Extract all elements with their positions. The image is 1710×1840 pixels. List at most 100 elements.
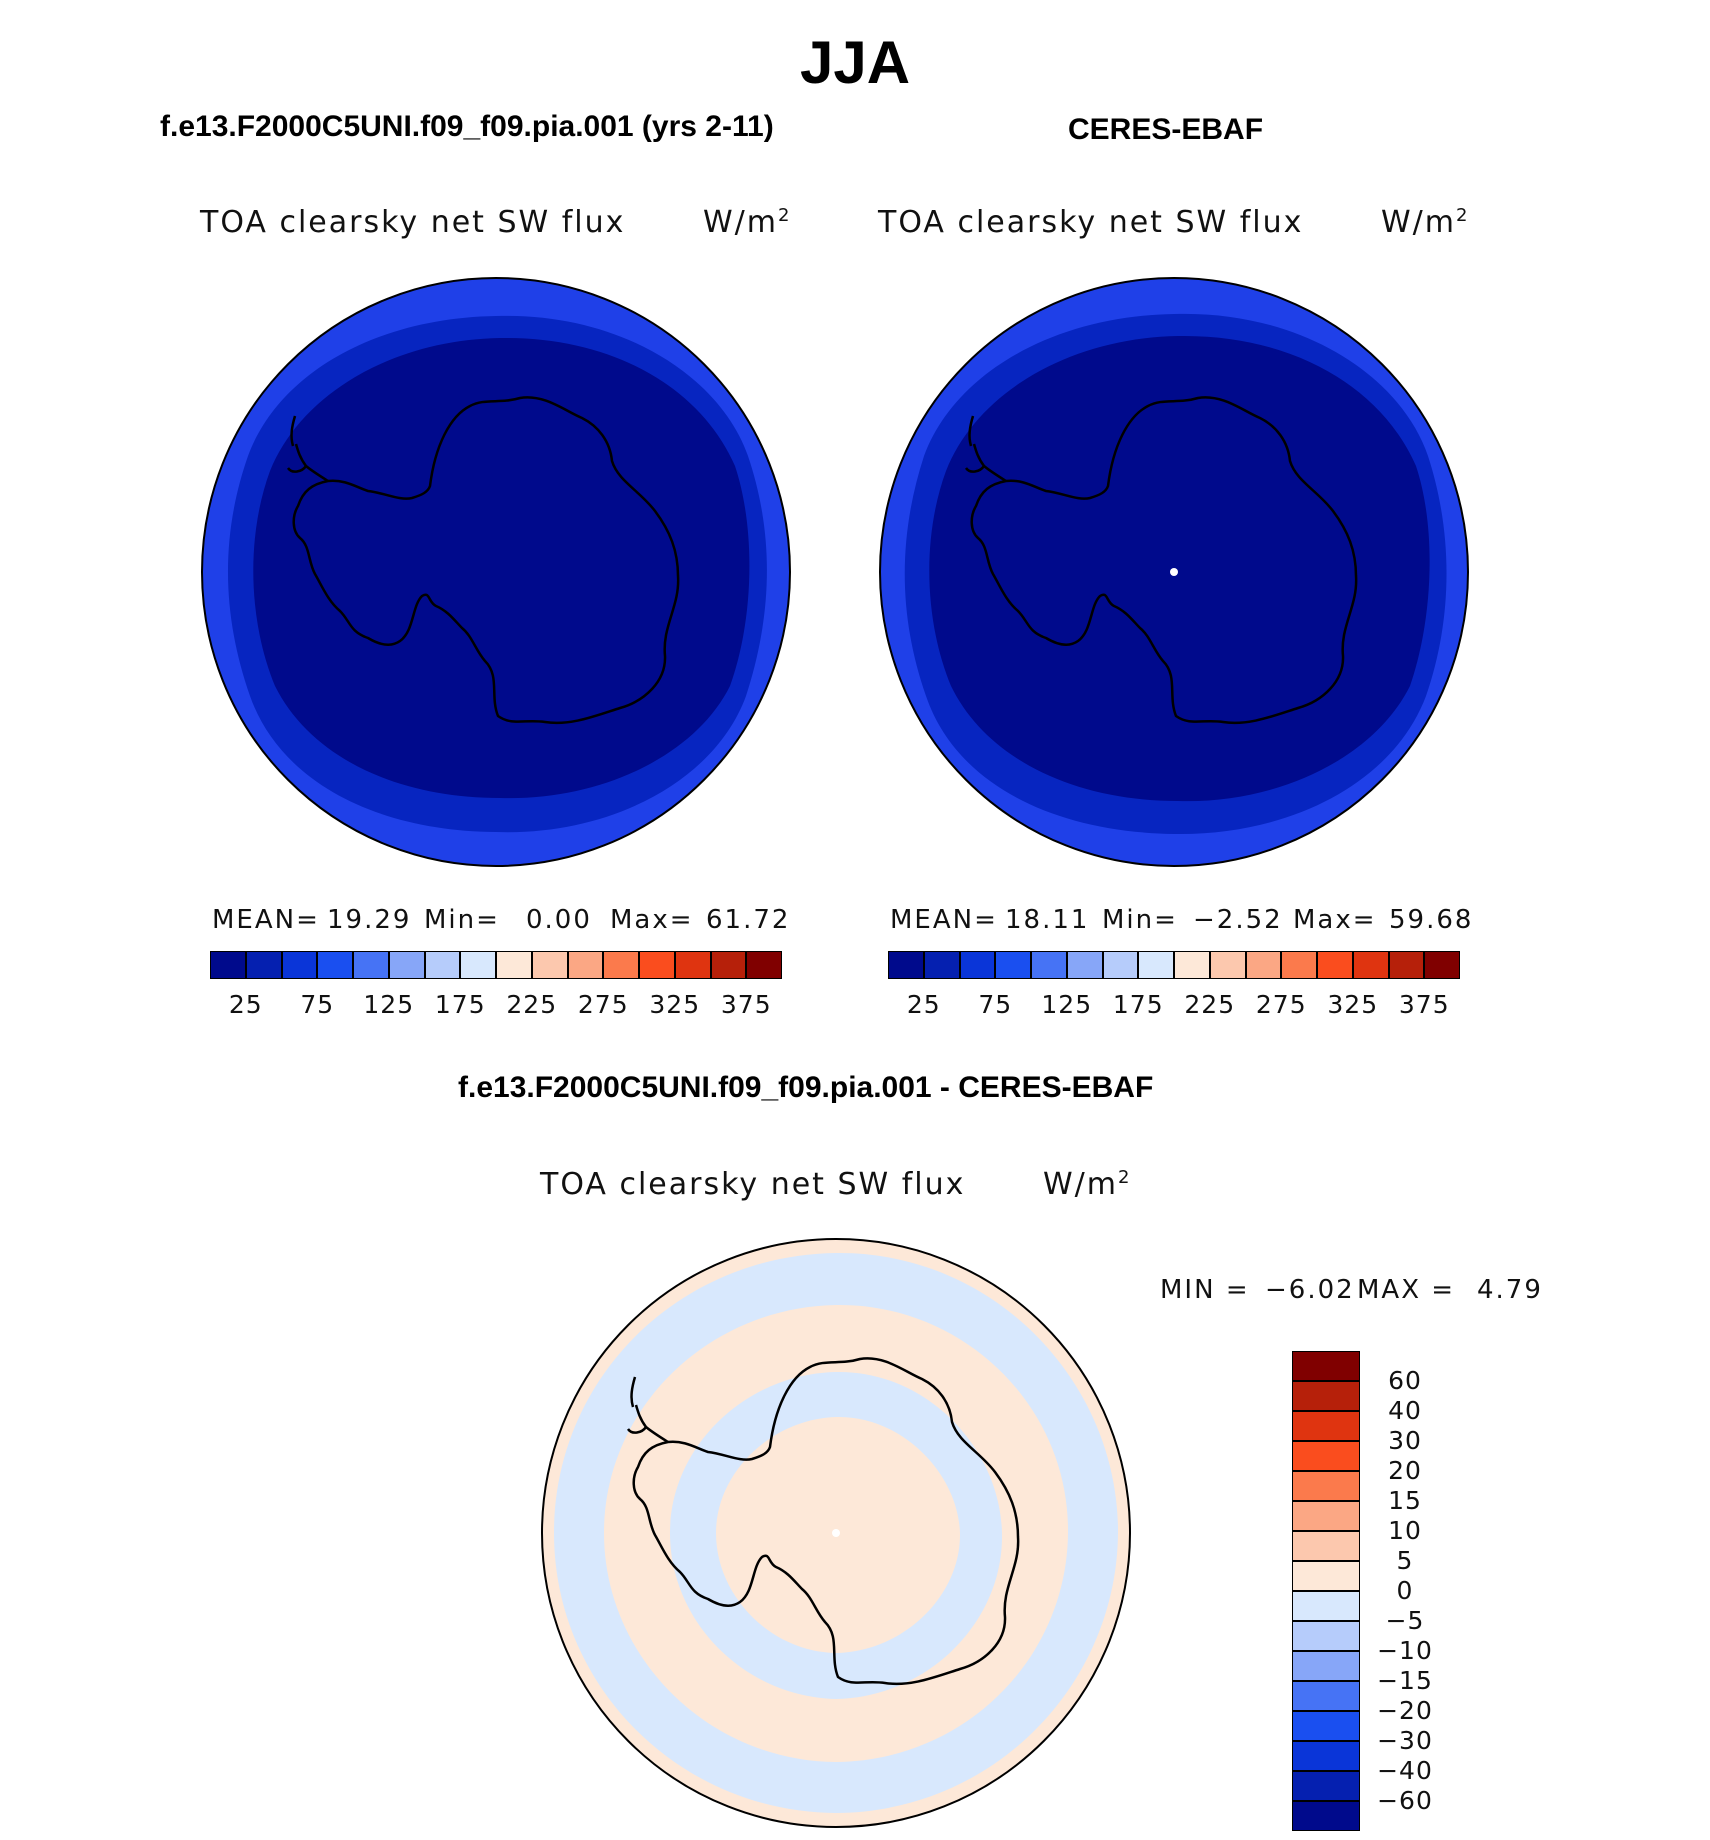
model-colorbar-labels: 25 75 125 175 225 275 325 375: [210, 990, 782, 1022]
colorbar-box: [1209, 951, 1246, 979]
colorbar-box: [1292, 1591, 1360, 1621]
colorbar-tick-label: −60: [1377, 1786, 1433, 1815]
obs-max-value: 59.68: [1389, 905, 1474, 935]
model-mean-label: MEAN=: [212, 905, 320, 935]
colorbar-box: [1292, 1621, 1360, 1651]
colorbar-box: [281, 951, 318, 979]
colorbar-box: [1138, 951, 1174, 979]
colorbar-tick-label: 225: [506, 990, 558, 1019]
colorbar-box: [888, 951, 924, 979]
colorbar-box: [1424, 951, 1460, 979]
colorbar-box: [1292, 1771, 1360, 1801]
colorbar-box: [674, 951, 711, 979]
difference-max-label: MAX =: [1357, 1275, 1456, 1305]
difference-colorbar: [1292, 1351, 1360, 1831]
model-colorbar: [210, 951, 782, 979]
obs-polar-map: [879, 277, 1469, 867]
colorbar-tick-label: 15: [1388, 1486, 1422, 1515]
colorbar-tick-label: 225: [1184, 990, 1236, 1019]
colorbar-tick-label: 60: [1388, 1366, 1422, 1395]
obs-mean-value: 18.11: [1005, 905, 1090, 935]
colorbar-box: [1292, 1681, 1360, 1711]
colorbar-tick-label: 0: [1396, 1576, 1414, 1605]
colorbar-box: [1292, 1381, 1360, 1411]
colorbar-box: [1292, 1801, 1360, 1831]
obs-colorbar: [888, 951, 1460, 979]
model-min-label: Min=: [424, 905, 500, 935]
colorbar-box: [424, 951, 461, 979]
model-polar-map: [201, 277, 791, 867]
obs-peninsula: [964, 415, 1007, 483]
figure-title: JJA: [799, 29, 911, 96]
colorbar-box: [245, 951, 282, 979]
model-inner-region: [253, 337, 750, 799]
colorbar-tick-label: −5: [1385, 1606, 1425, 1635]
colorbar-box: [1174, 951, 1210, 979]
difference-max-value: 4.79: [1477, 1275, 1543, 1305]
colorbar-tick-label: 375: [1398, 990, 1450, 1019]
obs-inner-region: [929, 335, 1430, 802]
model-variable-title: TOA clearsky net SW flux: [200, 205, 626, 240]
colorbar-box: [1292, 1561, 1360, 1591]
difference-colorbar-labels: 60 40 30 20 15 10 5 0 −5 −10 −15 −20 −30 −40 −60: [1370, 1351, 1490, 1831]
colorbar-box: [639, 951, 675, 979]
obs-antarctica-coastline: [970, 396, 1358, 725]
colorbar-box: [746, 951, 782, 979]
colorbar-box: [1317, 951, 1353, 979]
colorbar-box: [1292, 1441, 1360, 1471]
colorbar-box: [1292, 1501, 1360, 1531]
obs-case-title: CERES-EBAF: [1068, 113, 1264, 146]
colorbar-tick-label: 75: [300, 990, 335, 1019]
difference-polar-map: [541, 1238, 1131, 1828]
colorbar-box: [1292, 1741, 1360, 1771]
colorbar-box: [210, 951, 246, 979]
colorbar-box: [1031, 951, 1067, 979]
colorbar-box: [710, 951, 747, 979]
colorbar-tick-label: 10: [1388, 1516, 1422, 1545]
colorbar-box: [531, 951, 568, 979]
obs-max-label: Max=: [1293, 905, 1377, 935]
colorbar-tick-label: 375: [720, 990, 772, 1019]
colorbar-box: [1245, 951, 1282, 979]
colorbar-box: [353, 951, 389, 979]
colorbar-box: [995, 951, 1031, 979]
colorbar-tick-label: −10: [1377, 1636, 1433, 1665]
model-max-value: 61.72: [706, 905, 791, 935]
colorbar-tick-label: 40: [1388, 1396, 1422, 1425]
colorbar-box: [603, 951, 639, 979]
difference-min-label: MIN =: [1160, 1275, 1250, 1305]
obs-mean-label: MEAN=: [890, 905, 998, 935]
colorbar-box: [317, 951, 353, 979]
colorbar-box: [567, 951, 604, 979]
model-units: W/m2: [703, 205, 792, 240]
colorbar-box: [496, 951, 532, 979]
colorbar-tick-label: −15: [1377, 1666, 1433, 1695]
difference-pole-marker: [832, 1529, 840, 1537]
colorbar-box: [1292, 1711, 1360, 1741]
obs-colorbar-labels: 25 75 125 175 225 275 325 375: [888, 990, 1460, 1022]
difference-title: f.e13.F2000C5UNI.f09_f09.pia.001 - CERES…: [458, 1071, 1154, 1104]
colorbar-tick-label: 125: [1041, 990, 1093, 1019]
colorbar-tick-label: 125: [363, 990, 415, 1019]
colorbar-tick-label: 175: [434, 990, 486, 1019]
colorbar-box: [1292, 1531, 1360, 1561]
colorbar-tick-label: 275: [1255, 990, 1307, 1019]
model-mean-value: 19.29: [327, 905, 412, 935]
colorbar-box: [1352, 951, 1389, 979]
colorbar-box: [1102, 951, 1139, 979]
colorbar-box: [388, 951, 425, 979]
colorbar-tick-label: 325: [649, 990, 701, 1019]
colorbar-tick-label: 20: [1388, 1456, 1422, 1485]
colorbar-tick-label: −20: [1377, 1696, 1433, 1725]
colorbar-box: [1292, 1411, 1360, 1441]
colorbar-tick-label: 325: [1327, 990, 1379, 1019]
model-max-label: Max=: [610, 905, 694, 935]
obs-units: W/m2: [1381, 205, 1470, 240]
colorbar-tick-label: 275: [577, 990, 629, 1019]
colorbar-box: [1281, 951, 1317, 979]
model-antarctica-coastline: [292, 396, 680, 725]
obs-variable-title: TOA clearsky net SW flux: [878, 205, 1304, 240]
difference-min-value: −6.02: [1265, 1275, 1355, 1305]
difference-variable-title: TOA clearsky net SW flux: [540, 1167, 966, 1202]
obs-pole-marker: [1170, 568, 1178, 576]
